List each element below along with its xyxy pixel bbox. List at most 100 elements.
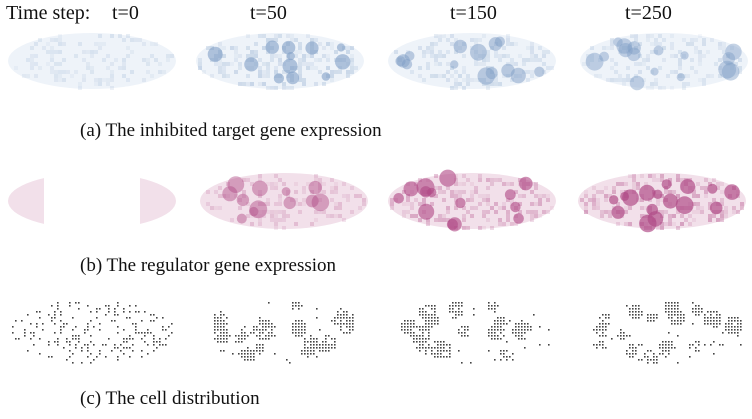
expression-spot: [305, 194, 319, 208]
cell-dot: [512, 359, 514, 361]
expression-spot: [618, 43, 633, 58]
cell-dot: [298, 323, 300, 325]
cell-dot: [704, 317, 706, 319]
texture-pixel: [596, 190, 600, 194]
cell-dot: [141, 338, 143, 340]
texture-pixel: [638, 70, 642, 74]
texture-pixel: [294, 202, 298, 206]
texture-pixel: [618, 50, 622, 54]
texture-pixel: [722, 50, 726, 54]
cell-dot: [54, 323, 56, 325]
texture-pixel: [700, 186, 704, 190]
cell-dot: [292, 323, 294, 325]
texture-pixel: [604, 186, 608, 190]
cell-dot: [596, 344, 598, 346]
cell-dot: [60, 329, 62, 331]
texture-pixel: [354, 66, 358, 70]
cell-dot: [425, 314, 427, 316]
texture-pixel: [298, 210, 302, 214]
texture-pixel: [630, 78, 634, 82]
cell-dot: [530, 329, 532, 331]
texture-pixel: [620, 190, 624, 194]
texture-pixel: [94, 82, 98, 86]
cell-dot: [440, 356, 442, 358]
texture-pixel: [310, 66, 314, 70]
cell-dot: [346, 317, 348, 319]
cell-dot: [15, 320, 17, 322]
cell-dot: [265, 335, 267, 337]
texture-pixel: [62, 70, 66, 74]
cell-dot: [84, 329, 86, 331]
texture-pixel: [110, 74, 114, 78]
texture-pixel: [330, 46, 334, 50]
texture-pixel: [726, 54, 730, 58]
texture-pixel: [294, 38, 298, 42]
texture-pixel: [130, 38, 134, 42]
cell-dot: [244, 332, 246, 334]
texture-pixel: [30, 46, 34, 50]
cell-dot: [431, 323, 433, 325]
texture-pixel: [434, 186, 438, 190]
texture-pixel: [434, 174, 438, 178]
texture-pixel: [604, 210, 608, 214]
cell-dot: [632, 353, 634, 355]
expression-spot: [273, 73, 284, 84]
texture-pixel: [676, 174, 680, 178]
cell-dot: [316, 341, 318, 343]
texture-pixel: [672, 214, 676, 218]
texture-pixel: [724, 210, 728, 214]
texture-pixel: [306, 34, 310, 38]
cell-dot: [650, 320, 652, 322]
cell-dot: [521, 323, 523, 325]
texture-pixel: [422, 198, 426, 202]
texture-pixel: [202, 70, 206, 74]
texture-pixel: [450, 86, 454, 90]
cell-dot: [524, 338, 526, 340]
cell-dot: [214, 320, 216, 322]
texture-pixel: [546, 194, 550, 198]
texture-pixel: [270, 182, 274, 186]
cell-dot: [123, 338, 125, 340]
cell-dot: [734, 332, 736, 334]
texture-pixel: [640, 174, 644, 178]
texture-pixel: [82, 74, 86, 78]
texture-pixel: [670, 42, 674, 46]
expression-spot: [627, 41, 641, 55]
cell-dot: [253, 329, 255, 331]
expression-spot: [418, 203, 435, 220]
texture-pixel: [682, 82, 686, 86]
cell-dot: [722, 332, 724, 334]
cell-dot: [710, 320, 712, 322]
texture-pixel: [282, 70, 286, 74]
texture-pixel: [246, 214, 250, 218]
texture-pixel: [274, 214, 278, 218]
texture-pixel: [310, 190, 314, 194]
texture-pixel: [274, 186, 278, 190]
cell-dot: [54, 332, 56, 334]
cell-dot: [455, 302, 457, 304]
cell-dot: [99, 353, 101, 355]
cell-dot: [57, 341, 59, 343]
cell-dot: [467, 326, 469, 328]
cell-dot: [662, 353, 664, 355]
texture-pixel: [302, 190, 306, 194]
cell-dot: [524, 323, 526, 325]
cell-dot: [428, 314, 430, 316]
texture-pixel: [712, 214, 716, 218]
cell-dot: [494, 320, 496, 322]
expression-spot: [585, 52, 604, 71]
texture-pixel: [498, 206, 502, 210]
cell-dot: [235, 341, 237, 343]
cell-dot: [226, 317, 228, 319]
texture-pixel: [662, 38, 666, 42]
cell-dot: [90, 353, 92, 355]
texture-pixel: [592, 186, 596, 190]
cell-dot: [126, 341, 128, 343]
texture-pixel: [294, 50, 298, 54]
cell-dot: [737, 326, 739, 328]
cell-dot: [144, 341, 146, 343]
cell-dot: [135, 311, 137, 313]
cell-dot: [680, 311, 682, 313]
texture-pixel: [518, 210, 522, 214]
texture-pixel: [238, 66, 242, 70]
